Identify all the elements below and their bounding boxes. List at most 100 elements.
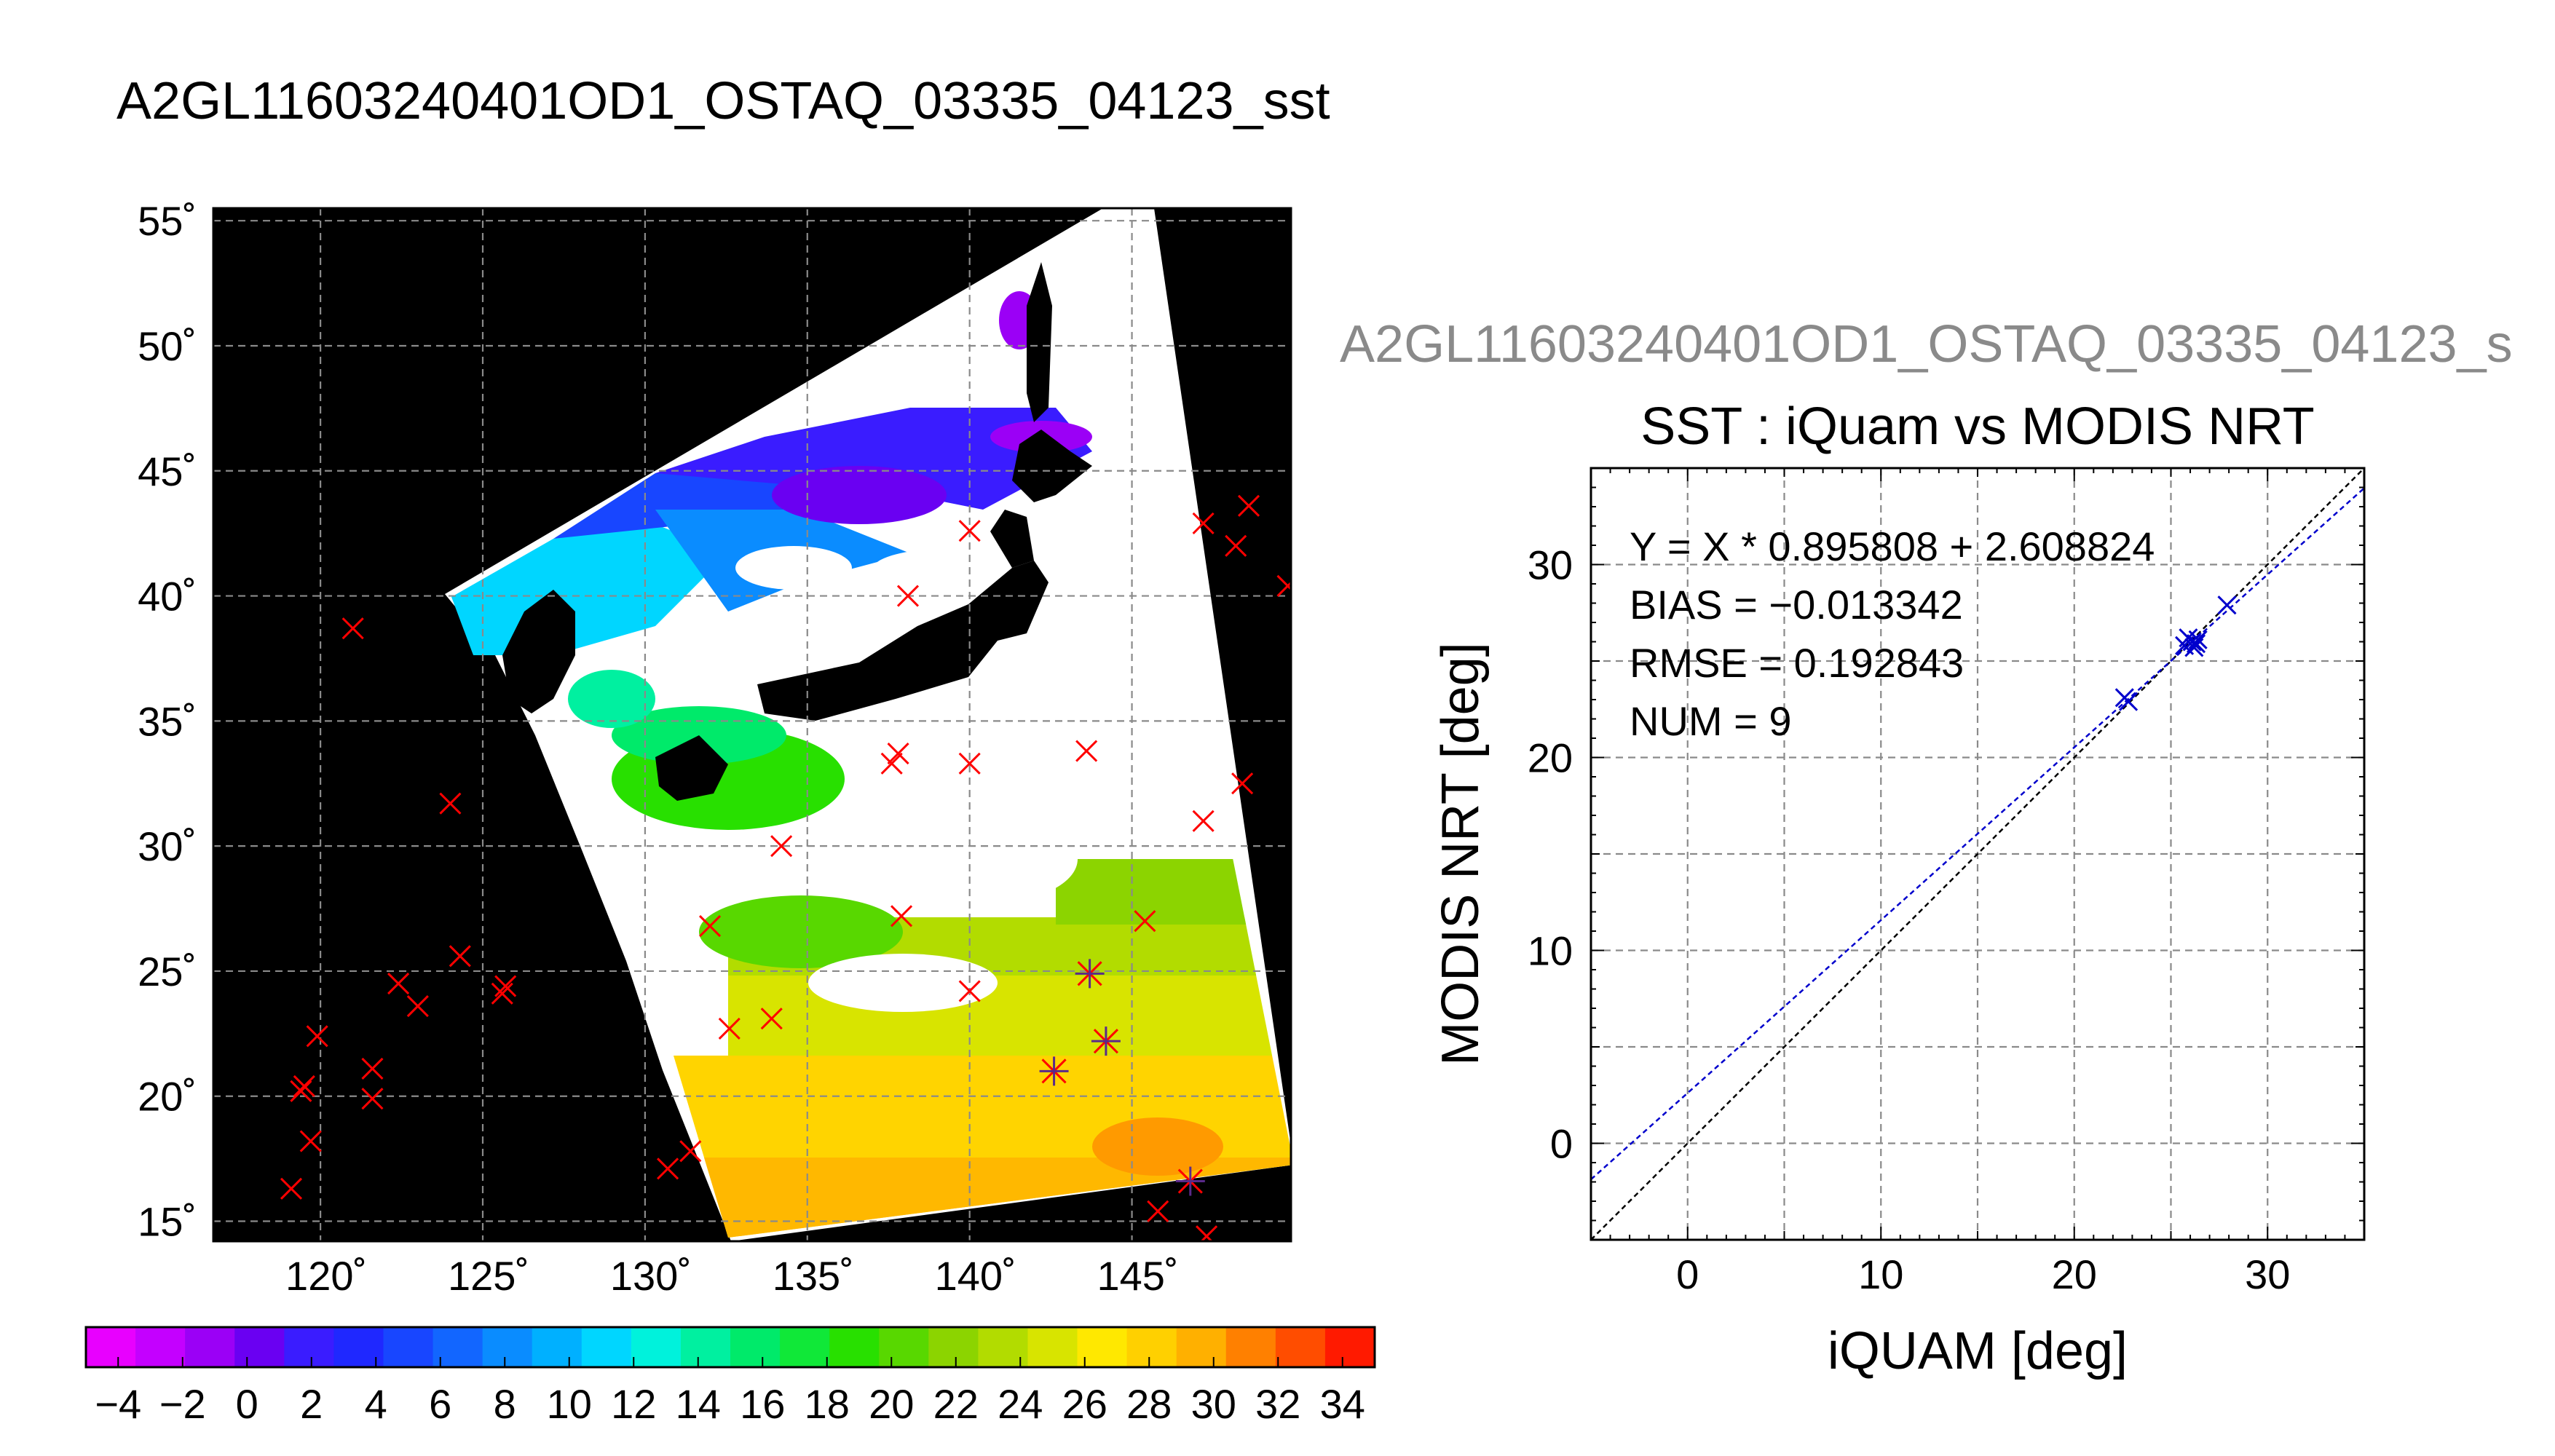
iquam-match-marker xyxy=(280,1177,303,1200)
map-grid xyxy=(213,208,1291,1241)
colorbar-tick-label: 20 xyxy=(869,1381,914,1427)
iquam-match-marker xyxy=(1075,740,1098,762)
colorbar-swatch xyxy=(383,1327,434,1367)
colorbar-labels: −4 −2 0 2 4 6 8 10 12 14 16 18 20 22 24 26 28 30 32 34 xyxy=(95,1357,1365,1427)
lon-tick-label: 145˚ xyxy=(1097,1253,1179,1299)
lon-tick-label: 125˚ xyxy=(448,1253,529,1299)
lat-tick-label: 40˚ xyxy=(138,574,197,620)
colorbar-swatch xyxy=(680,1327,731,1367)
iquam-match-marker xyxy=(890,905,913,927)
iquam-match-marker xyxy=(1225,534,1247,557)
iquam-match-marker xyxy=(760,1008,783,1030)
colorbar-swatch xyxy=(730,1327,781,1367)
colorbar-tick-label: 16 xyxy=(740,1381,785,1427)
colorbar-tick-label: 2 xyxy=(300,1381,323,1427)
iquam-match-marker xyxy=(880,752,903,775)
colorbar-tick-label: −2 xyxy=(159,1381,206,1427)
iquam-match-marker xyxy=(1196,1225,1218,1241)
iquam-match-marker xyxy=(958,520,981,542)
colorbar-swatch xyxy=(532,1327,583,1367)
lat-tick-label: 50˚ xyxy=(138,323,197,369)
colorbar-tick-label: 0 xyxy=(236,1381,258,1427)
map-frame xyxy=(212,207,1292,1243)
land-sakhalin xyxy=(1027,262,1052,422)
iquam-match-marker xyxy=(299,1130,322,1152)
iquam-match-marker xyxy=(718,1017,741,1040)
iquam-match-marker xyxy=(887,742,909,765)
iquam-match-marker xyxy=(1192,810,1215,832)
iquam-match-marker xyxy=(1134,910,1156,933)
matchup-star-marker xyxy=(1175,1166,1205,1196)
iquam-match-marker xyxy=(361,1088,384,1110)
colorbar-swatch xyxy=(284,1327,334,1367)
iquam-match-marker xyxy=(1276,574,1291,597)
matchup-star-marker xyxy=(1039,1056,1069,1086)
colorbar-tick-label: 6 xyxy=(429,1381,451,1427)
iquam-match-marker xyxy=(406,994,429,1018)
iquam-match-marker xyxy=(439,792,462,815)
lon-tick-labels: 120˚ 125˚ 130˚ 135˚ 140˚ 145˚ xyxy=(285,1253,1179,1299)
iquam-match-marker xyxy=(958,980,981,1002)
matchup-star-marker xyxy=(1075,959,1105,989)
colorbar-swatch xyxy=(135,1327,186,1367)
colorbar-tick-label: 8 xyxy=(494,1381,516,1427)
colorbar-swatch xyxy=(631,1327,682,1367)
lat-tick-label: 30˚ xyxy=(138,823,197,869)
matchup-star-marker xyxy=(1091,1026,1121,1056)
iquam-match-marker xyxy=(958,752,981,775)
colorbar-swatch xyxy=(1275,1327,1326,1367)
colorbar-swatch xyxy=(86,1327,136,1367)
colorbar-swatch xyxy=(1027,1327,1078,1367)
colorbar-swatch xyxy=(581,1327,632,1367)
colorbar-tick-label: 26 xyxy=(1062,1381,1107,1427)
iquam-match-marker xyxy=(293,1075,315,1098)
colorbar-swatch xyxy=(482,1327,533,1367)
colorbar-tick-label: 34 xyxy=(1320,1381,1365,1427)
land-honshu-north xyxy=(990,510,1034,568)
colorbar-swatch xyxy=(433,1327,483,1367)
lon-tick-label: 135˚ xyxy=(773,1253,854,1299)
colorbar-swatch xyxy=(879,1327,929,1367)
colorbar-tick-label: 4 xyxy=(365,1381,387,1427)
colorbar-swatch xyxy=(185,1327,235,1367)
iquam-match-marker xyxy=(290,1080,312,1102)
iquam-match-marker xyxy=(387,973,410,995)
lat-tick-label: 15˚ xyxy=(138,1199,197,1245)
colorbar-tick-label: 22 xyxy=(933,1381,979,1427)
iquam-match-marker xyxy=(679,1140,702,1163)
colorbar-tick-label: −4 xyxy=(95,1381,141,1427)
lon-tick-label: 120˚ xyxy=(285,1253,367,1299)
colorbar-swatch xyxy=(928,1327,979,1367)
colorbar-tick-label: 18 xyxy=(805,1381,850,1427)
iquam-match-marker xyxy=(1237,494,1260,517)
map-title: A2GL11603240401OD1_OSTAQ_03335_04123_sst xyxy=(117,72,1330,130)
colorbar-swatch xyxy=(1077,1327,1128,1367)
colorbar-swatch xyxy=(1176,1327,1227,1367)
colorbar-tick-label: 14 xyxy=(676,1381,721,1427)
lat-tick-label: 45˚ xyxy=(138,448,197,494)
colorbar-tick-label: 10 xyxy=(547,1381,592,1427)
iquam-match-marker xyxy=(306,1025,328,1048)
colorbar-tick-label: 30 xyxy=(1191,1381,1236,1427)
iquam-match-marker xyxy=(657,1158,679,1180)
iquam-match-marker xyxy=(1147,1200,1169,1222)
lat-tick-label: 20˚ xyxy=(138,1074,197,1120)
land-honshu xyxy=(757,561,1049,721)
colorbar-swatch xyxy=(1324,1327,1375,1367)
colorbar-swatch xyxy=(234,1327,285,1367)
iquam-match-marker xyxy=(341,617,364,640)
lon-tick-label: 140˚ xyxy=(935,1253,1016,1299)
lat-tick-label: 25˚ xyxy=(138,949,197,994)
iquam-match-marker xyxy=(1231,772,1254,795)
sst-colorbar xyxy=(84,1326,1376,1369)
colorbar-swatch xyxy=(780,1327,830,1367)
colorbar-frame xyxy=(84,1326,1376,1369)
lat-tick-labels: 15˚ 20˚ 25˚ 30˚ 35˚ 40˚ 45˚ 50˚ 55˚ xyxy=(138,198,197,1244)
lat-tick-label: 35˚ xyxy=(138,698,197,744)
iquam-match-marker xyxy=(491,982,513,1005)
iquam-match-marker xyxy=(361,1057,384,1080)
land-kyushu xyxy=(655,735,728,801)
colorbar-tick-label: 24 xyxy=(998,1381,1043,1427)
lon-tick-label: 130˚ xyxy=(610,1253,692,1299)
iquam-match-marker xyxy=(449,945,471,968)
